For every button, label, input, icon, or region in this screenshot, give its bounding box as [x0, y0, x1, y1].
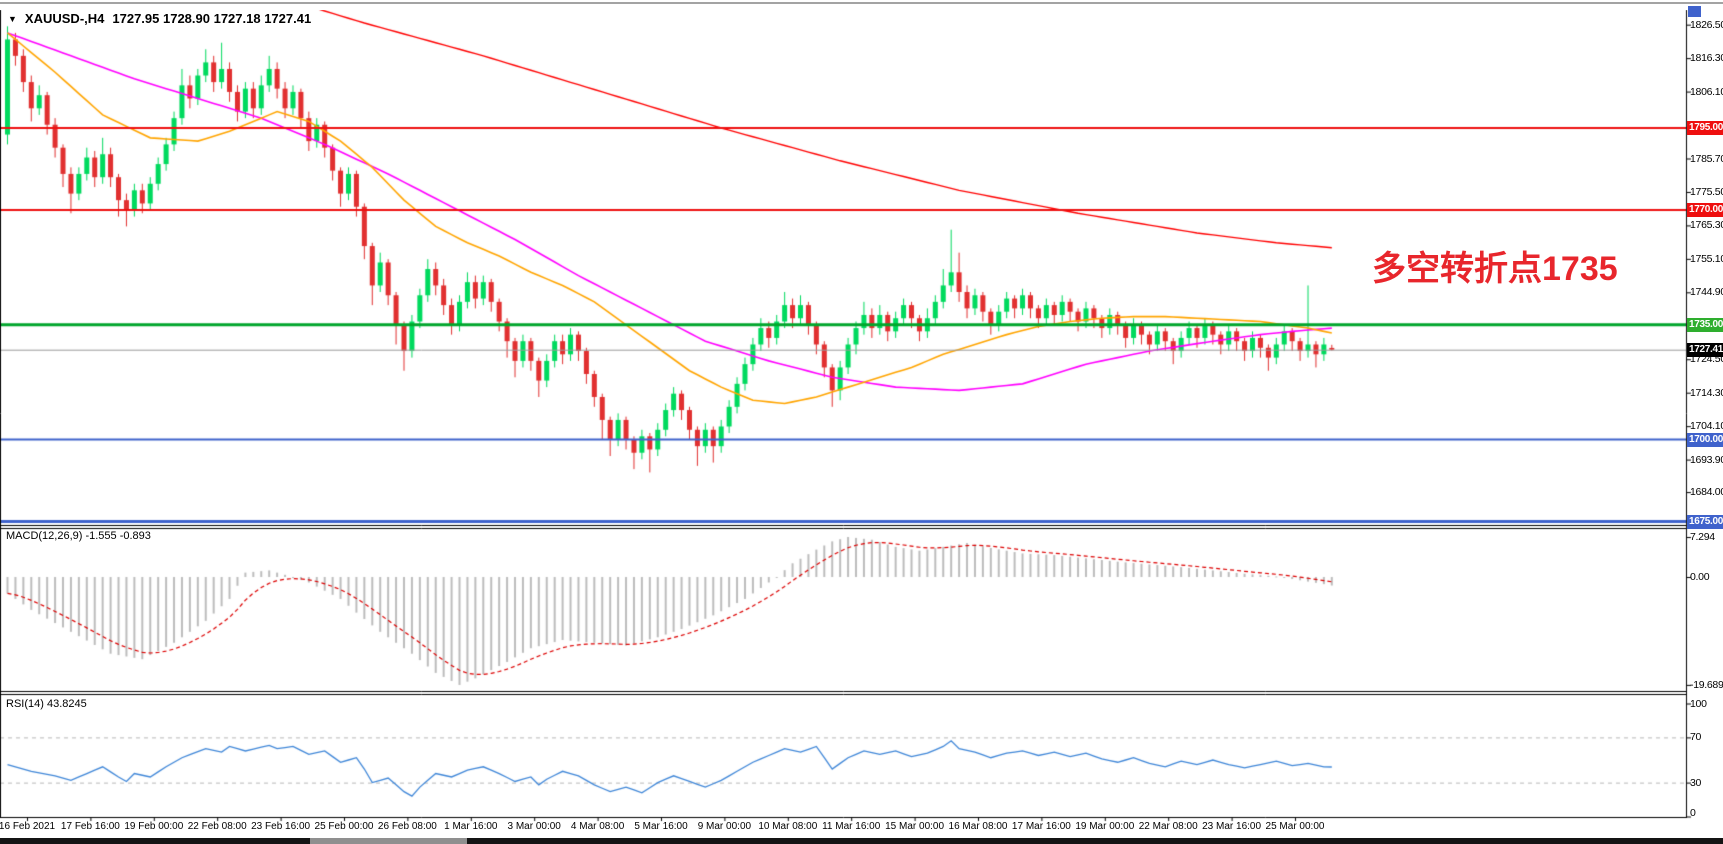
- time-axis-label: 9 Mar 00:00: [697, 821, 752, 832]
- annotation-text: 多空转折点1735: [1372, 250, 1618, 288]
- time-axis-label: 25 Mar 00:00: [1265, 821, 1325, 832]
- price-tick-label: 1826.50: [1690, 18, 1723, 31]
- price-tick-label: 1693.90: [1690, 453, 1723, 466]
- price-tick-label: 1775.50: [1690, 185, 1723, 198]
- time-axis-label: 3 Mar 00:00: [507, 821, 561, 832]
- time-axis-label: 26 Feb 08:00: [377, 821, 437, 832]
- price-tick-label: 1755.10: [1690, 252, 1723, 265]
- time-axis-label: 22 Feb 08:00: [187, 821, 247, 832]
- bottom-bar-segment: [310, 838, 467, 844]
- macd-tick-label: -19.689: [1690, 678, 1723, 691]
- price-tick-label: 1806.10: [1690, 85, 1723, 98]
- time-axis-label: 19 Mar 00:00: [1075, 821, 1135, 832]
- time-axis-label: 5 Mar 16:00: [634, 821, 688, 832]
- symbol-timeframe-label: XAUUSD-,H4: [24, 11, 105, 26]
- price-tick-label: 1704.10: [1690, 420, 1723, 433]
- rsi-tick-label: 70: [1690, 731, 1702, 744]
- price-badge-1770-00: 1770.00: [1687, 203, 1723, 217]
- price-tick-label: 1744.90: [1690, 286, 1723, 299]
- price-tick-label: 1785.70: [1690, 152, 1723, 165]
- rsi-panel[interactable]: [0, 694, 1686, 817]
- time-axis-label: 11 Mar 16:00: [822, 821, 881, 832]
- time-axis-label: 22 Mar 08:00: [1138, 821, 1198, 832]
- price-badge-1700-00: 1700.00: [1687, 432, 1723, 447]
- price-tick-label: 1816.30: [1690, 52, 1723, 65]
- time-axis-label: 10 Mar 08:00: [758, 821, 818, 832]
- time-axis-label: 15 Mar 00:00: [885, 821, 945, 832]
- price-badge-1735-00: 1735.00: [1687, 317, 1723, 332]
- symbol-dropdown-icon[interactable]: ▼: [8, 13, 17, 24]
- chart-title-bar: ▼ XAUUSD-,H4 1727.95 1728.90 1727.18 172…: [8, 11, 311, 26]
- macd-tick-label: 0.00: [1690, 571, 1710, 583]
- ohlc-values: 1727.95 1728.90 1727.18 1727.41: [112, 11, 312, 26]
- rsi-tick-label: 100: [1690, 697, 1707, 710]
- time-axis-label: 19 Feb 00:00: [124, 821, 184, 832]
- bottom-bar: [0, 838, 1723, 844]
- price-tick-label: 1684.00: [1690, 486, 1723, 499]
- time-axis-label: 23 Mar 16:00: [1202, 821, 1262, 832]
- rsi-indicator-label: RSI(14) 43.8245: [6, 698, 87, 710]
- rsi-tick-label: 30: [1690, 776, 1702, 789]
- rsi-tick-label: 0: [1690, 807, 1696, 819]
- macd-tick-label: 7.294: [1690, 531, 1715, 544]
- time-axis-label: 17 Mar 16:00: [1011, 821, 1071, 832]
- macd-panel[interactable]: [0, 528, 1686, 691]
- price-badge-1795-00: 1795.00: [1687, 121, 1723, 135]
- time-axis-label: 25 Feb 00:00: [314, 821, 374, 832]
- price-tick-label: 1714.30: [1690, 386, 1723, 399]
- time-axis-label: 23 Feb 16:00: [251, 821, 311, 832]
- window-top-edge: [0, 0, 1723, 10]
- price-badge-1727-41: 1727.41: [1687, 342, 1723, 357]
- time-axis-label: 4 Mar 08:00: [570, 821, 625, 832]
- time-axis-label: 16 Mar 08:00: [948, 821, 1008, 832]
- price-tick-label: 1765.30: [1690, 219, 1723, 232]
- macd-indicator-label: MACD(12,26,9) -1.555 -0.893: [6, 530, 151, 542]
- time-axis-label: 1 Mar 16:00: [444, 821, 498, 832]
- axis-corner-marker: [1688, 6, 1701, 17]
- price-badge-1675-00: 1675.00: [1687, 514, 1723, 529]
- time-axis-label: 17 Feb 16:00: [60, 821, 120, 832]
- time-axis-label: 16 Feb 2021: [0, 821, 56, 832]
